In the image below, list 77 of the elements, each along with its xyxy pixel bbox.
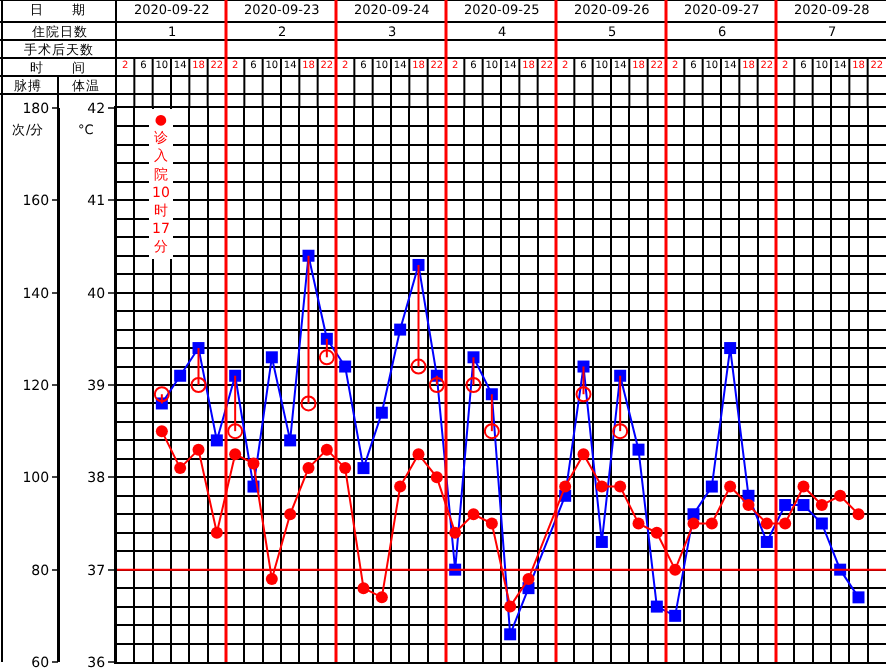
point	[394, 323, 407, 336]
point	[614, 480, 627, 493]
point	[192, 443, 205, 456]
point	[522, 572, 535, 585]
point	[320, 332, 333, 345]
point	[612, 423, 629, 440]
point	[412, 448, 425, 461]
point	[153, 386, 170, 403]
point	[577, 360, 590, 373]
point	[210, 526, 223, 539]
point	[797, 480, 810, 493]
point	[320, 443, 333, 456]
point	[577, 448, 590, 461]
point	[797, 499, 810, 512]
point	[284, 508, 297, 521]
point	[430, 471, 443, 484]
point	[357, 462, 370, 475]
point	[449, 526, 462, 539]
point	[650, 526, 663, 539]
point	[705, 517, 718, 530]
point	[504, 628, 517, 641]
point	[229, 369, 242, 382]
point	[742, 499, 755, 512]
point	[632, 517, 645, 530]
point	[650, 600, 663, 613]
point	[428, 377, 445, 393]
point	[852, 508, 865, 521]
point	[174, 462, 187, 475]
point	[483, 423, 500, 440]
point	[357, 582, 370, 595]
point	[834, 489, 847, 502]
point	[760, 535, 773, 548]
point	[284, 434, 297, 447]
point	[595, 480, 608, 493]
point	[632, 443, 645, 456]
point	[760, 517, 773, 530]
point	[815, 499, 828, 512]
point	[852, 591, 865, 604]
point	[705, 480, 718, 493]
point	[815, 517, 828, 530]
point	[300, 395, 317, 412]
point	[265, 351, 278, 364]
point	[192, 342, 205, 355]
point	[559, 480, 572, 493]
point	[504, 600, 517, 613]
point	[467, 508, 480, 521]
point	[412, 258, 425, 271]
point	[375, 591, 388, 604]
point	[669, 609, 682, 622]
point	[779, 499, 792, 512]
point	[318, 349, 335, 366]
point	[227, 423, 244, 440]
point	[375, 406, 388, 419]
point	[779, 517, 792, 530]
point	[485, 517, 498, 530]
point	[174, 369, 187, 382]
point	[595, 535, 608, 548]
point	[467, 351, 480, 364]
point	[575, 386, 592, 403]
point	[410, 358, 427, 375]
point	[302, 249, 315, 262]
point	[339, 462, 352, 475]
point	[614, 369, 627, 382]
point	[190, 377, 207, 393]
point	[247, 457, 260, 470]
point	[229, 448, 242, 461]
point	[687, 517, 700, 530]
point	[724, 480, 737, 493]
point	[724, 342, 737, 355]
point	[465, 377, 482, 393]
point	[394, 480, 407, 493]
point	[339, 360, 352, 373]
point	[302, 462, 315, 475]
point	[485, 388, 498, 401]
point	[155, 425, 168, 438]
point	[210, 434, 223, 447]
point	[265, 572, 278, 585]
